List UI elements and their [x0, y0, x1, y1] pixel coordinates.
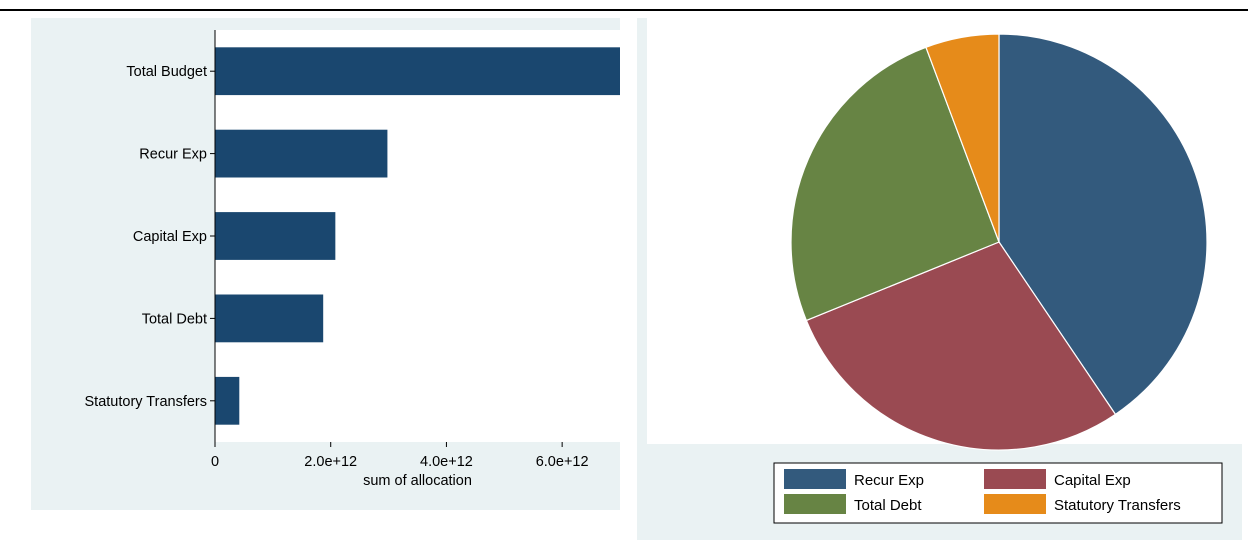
pie-chart-svg: Recur Exp Capital Exp Total Debt Statutory …: [637, 18, 1242, 540]
legend-label: Capital Exp: [1054, 472, 1131, 489]
x-tick-label: 0: [211, 454, 219, 470]
top-rule: [0, 9, 1248, 11]
x-axis-label: sum of allocation: [363, 473, 472, 489]
legend-swatch: [784, 469, 846, 489]
y-tick-label: Statutory Transfers: [85, 394, 208, 410]
bar-recur-exp: [215, 129, 388, 178]
bar-chart: Total Budget Recur Exp Capital Exp Total De…: [31, 18, 620, 510]
x-tick-label: 6.0e+12: [536, 454, 589, 470]
bar-total-budget: [215, 47, 620, 96]
pie-slice-recur-exp: [998, 33, 1208, 416]
y-tick-label: Total Debt: [142, 311, 207, 327]
legend-label: Recur Exp: [854, 472, 924, 489]
legend-label: Statutory Transfers: [1054, 497, 1181, 514]
pie-chart: Recur Exp Capital Exp Total Debt Statutory …: [637, 18, 1242, 540]
bar-total-debt: [215, 294, 324, 343]
legend-label: Total Debt: [854, 497, 922, 514]
pie-slice-statutory-transfers: [925, 33, 1000, 243]
legend-swatch: [984, 469, 1046, 489]
y-tick-label: Capital Exp: [133, 229, 207, 245]
y-tick-label: Total Budget: [126, 64, 207, 80]
y-tick-label: Recur Exp: [139, 147, 207, 163]
pie-slice-total-debt: [790, 46, 1000, 322]
bar-statutory-transfers: [215, 376, 240, 425]
legend-swatch: [784, 494, 846, 514]
legend-swatch: [984, 494, 1046, 514]
x-tick-label: 2.0e+12: [304, 454, 357, 470]
x-tick-label: 4.0e+12: [420, 454, 473, 470]
bar-chart-svg: Total Budget Recur Exp Capital Exp Total De…: [31, 18, 620, 510]
pie-slice-capital-exp: [805, 241, 1117, 451]
bar-capital-exp: [215, 212, 336, 260]
